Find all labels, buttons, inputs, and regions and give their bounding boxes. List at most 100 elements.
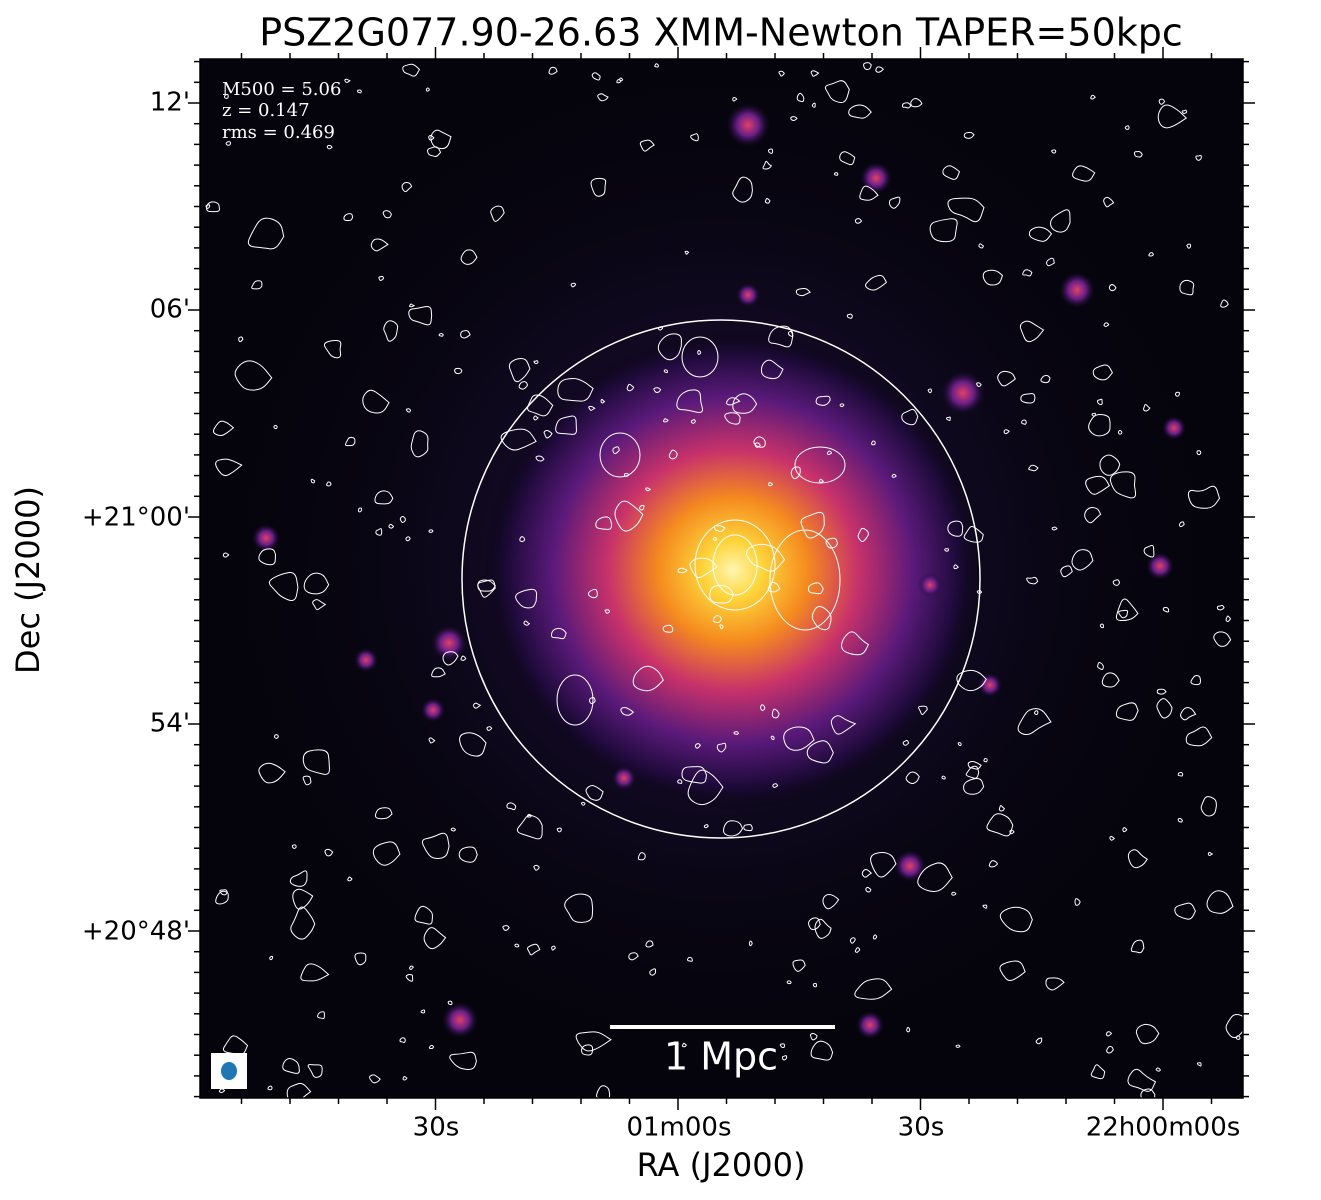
contour bbox=[420, 1009, 426, 1014]
contour bbox=[548, 66, 558, 75]
contour bbox=[684, 250, 690, 255]
contour bbox=[712, 537, 718, 541]
contour bbox=[626, 383, 635, 392]
contour bbox=[556, 827, 563, 833]
contour bbox=[459, 732, 487, 757]
contour bbox=[725, 397, 741, 406]
contour bbox=[822, 893, 840, 910]
contour bbox=[1216, 604, 1225, 611]
contour bbox=[409, 303, 416, 308]
contour bbox=[910, 98, 923, 108]
contour bbox=[428, 1044, 435, 1050]
contour bbox=[533, 360, 539, 365]
contour bbox=[902, 739, 910, 746]
contour bbox=[1130, 939, 1145, 954]
contour bbox=[1085, 475, 1111, 495]
point-source bbox=[612, 766, 636, 790]
contour bbox=[681, 336, 719, 378]
contour bbox=[632, 665, 664, 692]
contour bbox=[580, 801, 586, 806]
contour bbox=[526, 943, 541, 956]
contour bbox=[1099, 623, 1104, 629]
contour bbox=[677, 567, 688, 574]
contour bbox=[212, 420, 235, 436]
contour bbox=[604, 609, 611, 614]
contour bbox=[753, 436, 766, 448]
contour bbox=[955, 1044, 961, 1048]
contour bbox=[917, 862, 953, 892]
contour bbox=[612, 446, 620, 455]
contour bbox=[258, 548, 276, 566]
contour bbox=[460, 330, 471, 339]
contour bbox=[428, 737, 436, 744]
contour bbox=[1207, 851, 1214, 856]
contour bbox=[779, 1043, 785, 1049]
contour bbox=[709, 584, 735, 604]
contour bbox=[839, 403, 845, 408]
contour bbox=[1026, 576, 1039, 585]
contour bbox=[826, 450, 833, 455]
point-source bbox=[354, 648, 378, 672]
contour bbox=[748, 940, 753, 947]
contour bbox=[1196, 450, 1202, 456]
contour bbox=[300, 963, 330, 982]
contour bbox=[326, 144, 333, 150]
contour bbox=[825, 537, 838, 549]
contour bbox=[927, 388, 932, 394]
contour bbox=[514, 943, 520, 948]
contour bbox=[649, 968, 657, 976]
contour bbox=[963, 777, 985, 795]
contour bbox=[564, 893, 594, 923]
contour bbox=[794, 446, 846, 484]
contour bbox=[556, 674, 594, 726]
x-tick-label: 22h00m00s bbox=[1086, 1113, 1241, 1143]
contour bbox=[1174, 902, 1196, 920]
contour bbox=[518, 381, 529, 390]
contour bbox=[383, 320, 399, 342]
point-source bbox=[1059, 272, 1095, 308]
contour bbox=[1084, 507, 1102, 524]
contour bbox=[1122, 827, 1128, 833]
contour bbox=[460, 249, 478, 265]
contour bbox=[1034, 710, 1039, 716]
contour bbox=[830, 715, 857, 735]
contour bbox=[1103, 322, 1110, 327]
contour bbox=[1109, 835, 1116, 841]
contour bbox=[438, 332, 444, 337]
contour bbox=[460, 655, 467, 661]
contour bbox=[585, 785, 604, 801]
contour bbox=[1020, 393, 1036, 404]
contour bbox=[405, 974, 414, 982]
contour bbox=[814, 918, 832, 939]
point-source bbox=[978, 673, 1002, 697]
contour bbox=[1071, 549, 1094, 571]
contour bbox=[551, 945, 556, 951]
contour bbox=[1158, 98, 1166, 105]
contour bbox=[668, 449, 678, 460]
contour bbox=[983, 758, 988, 763]
contour bbox=[1045, 977, 1065, 991]
contour bbox=[690, 419, 696, 424]
contour bbox=[555, 415, 577, 435]
scalebar-label: 1 Mpc bbox=[664, 1035, 778, 1079]
contour bbox=[307, 1064, 323, 1078]
contour bbox=[865, 886, 872, 893]
contour bbox=[535, 455, 545, 462]
contour bbox=[515, 588, 538, 609]
contour bbox=[978, 243, 984, 249]
contour bbox=[783, 726, 815, 751]
contour bbox=[344, 436, 356, 447]
contour bbox=[1187, 485, 1221, 509]
contour bbox=[1117, 429, 1123, 435]
contour bbox=[1206, 890, 1234, 914]
contour bbox=[591, 72, 601, 81]
contour bbox=[490, 205, 505, 222]
contour bbox=[206, 201, 220, 213]
contour bbox=[839, 151, 856, 166]
contour bbox=[732, 393, 758, 414]
contour bbox=[344, 78, 351, 83]
contour bbox=[946, 416, 951, 421]
annotation: rms = 0.469 bbox=[222, 122, 335, 143]
contour bbox=[1099, 454, 1121, 476]
contour bbox=[918, 705, 928, 716]
